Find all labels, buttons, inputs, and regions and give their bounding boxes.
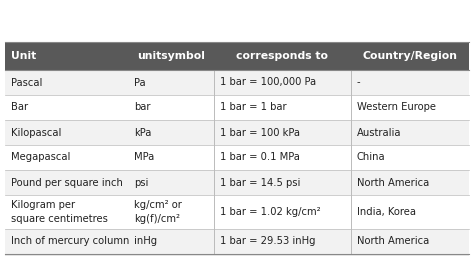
Text: Western Europe: Western Europe [356,102,436,113]
Bar [5,70,469,95]
Text: Bar: Bar [11,102,28,113]
Text: North America: North America [356,177,429,188]
Text: psi: psi [134,177,148,188]
Text: North America: North America [356,236,429,247]
Text: Australia: Australia [356,127,401,138]
Bar [5,42,469,70]
Bar [5,170,469,195]
Text: 1 bar = 0.1 MPa: 1 bar = 0.1 MPa [220,152,300,163]
Text: 1 bar = 1.02 kg/cm²: 1 bar = 1.02 kg/cm² [220,207,320,217]
Bar [5,120,469,145]
Text: Pascal: Pascal [11,77,42,88]
Bar [5,95,469,120]
Text: Pound per square inch: Pound per square inch [11,177,123,188]
Bar [5,42,469,256]
Text: 1 bar = 100,000 Pa: 1 bar = 100,000 Pa [220,77,316,88]
Text: 1 bar = 100 kPa: 1 bar = 100 kPa [220,127,300,138]
Text: 1 bar = 1 bar: 1 bar = 1 bar [220,102,286,113]
Text: Kilogram per
square centimetres: Kilogram per square centimetres [11,200,108,224]
Text: Pa: Pa [134,77,146,88]
Text: Country/Region: Country/Region [362,51,457,61]
Text: Megapascal: Megapascal [11,152,70,163]
Text: Kilopascal: Kilopascal [11,127,61,138]
Text: 1 bar = 29.53 inHg: 1 bar = 29.53 inHg [220,236,315,247]
Text: India, Korea: India, Korea [356,207,416,217]
Bar [5,229,469,254]
Text: kPa: kPa [134,127,151,138]
Text: inHg: inHg [134,236,157,247]
Text: China: China [356,152,385,163]
Text: MPa: MPa [134,152,154,163]
Text: -: - [356,77,360,88]
Text: 1 bar = 14.5 psi: 1 bar = 14.5 psi [220,177,300,188]
Text: Inch of mercury column: Inch of mercury column [11,236,129,247]
Text: bar: bar [134,102,150,113]
Text: Unit: Unit [11,51,36,61]
Text: kg/cm² or
kg(f)/cm²: kg/cm² or kg(f)/cm² [134,200,182,224]
Text: corresponds to: corresponds to [236,51,328,61]
Bar [5,195,469,229]
Text: unitsymbol: unitsymbol [137,51,205,61]
Bar [5,145,469,170]
